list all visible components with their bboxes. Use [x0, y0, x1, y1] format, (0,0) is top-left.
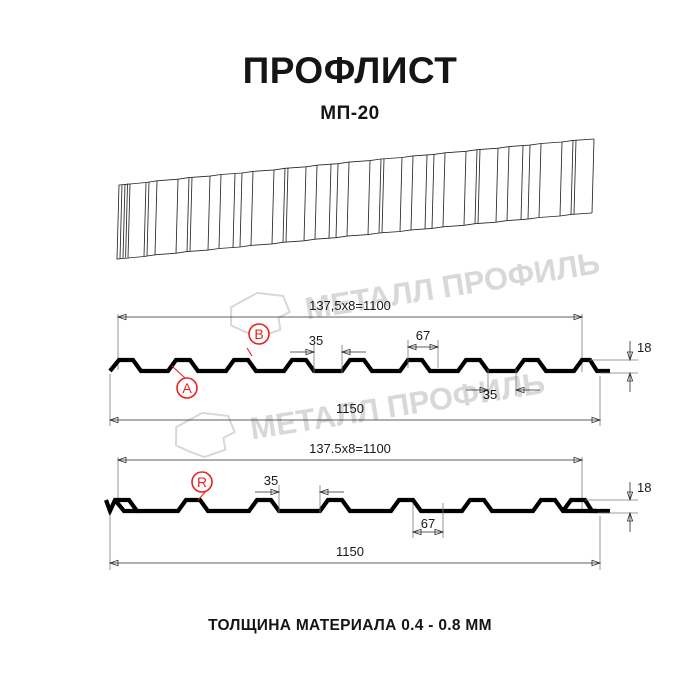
model-subtitle: МП-20 [320, 102, 380, 124]
metall-profil-logo-icon [230, 291, 291, 339]
balloon-b[interactable]: B [246, 323, 270, 357]
dim-height-18: 18 [585, 480, 651, 532]
page-title: ПРОФЛИСТ [242, 50, 458, 91]
balloon-r-label: R [197, 474, 207, 490]
balloon-a[interactable]: A [171, 365, 198, 399]
dim-height-18-label: 18 [637, 480, 651, 495]
dim-working-width-label: 137,5x8=1100 [309, 298, 391, 313]
dim-crest-67: 67 [411, 503, 445, 538]
dim-height-18: 18 [590, 340, 651, 392]
dim-overall-1150: 1150 [108, 514, 602, 570]
material-thickness-note: ТОЛЩИНА МАТЕРИАЛА 0.4 - 0.8 ММ [208, 617, 492, 634]
dim-valley-35-label: 35 [264, 473, 278, 488]
dim-crest-67-label: 67 [421, 516, 435, 531]
balloon-a-circle [176, 377, 198, 399]
dim-overall-1150-label: 1150 [336, 544, 364, 559]
profile-outline-bottom [104, 497, 610, 517]
dim-valley-35-lower: 35 [466, 369, 540, 402]
balloon-r-circle [191, 471, 213, 493]
balloon-a-label: A [182, 380, 192, 396]
dim-crest-67: 67 [406, 328, 440, 368]
dim-working-width-label: 137.5x8=1100 [309, 441, 391, 456]
title-block: ПРОФЛИСТ МП-20 [0, 50, 700, 125]
balloon-r[interactable]: R [191, 471, 213, 501]
metall-profil-logo-icon [175, 411, 236, 459]
dim-valley-35: 35 [255, 473, 344, 513]
dim-valley-35-upper: 35 [290, 333, 366, 373]
balloon-b-label: B [254, 326, 263, 342]
dim-valley-35-upper-label: 35 [309, 333, 323, 348]
balloon-b-circle [248, 323, 270, 345]
dim-overall-1150: 1150 [108, 374, 602, 426]
iso-sheet-geometry [116, 138, 595, 260]
dim-valley-35-lower-label: 35 [483, 387, 497, 402]
bottom-dim-working-width: 137.5x8=1100 [116, 441, 584, 512]
dim-crest-67-label: 67 [416, 328, 430, 343]
dim-height-18-label: 18 [637, 340, 651, 355]
profile-outline-top [108, 357, 610, 374]
dim-overall-1150-label: 1150 [336, 401, 364, 416]
